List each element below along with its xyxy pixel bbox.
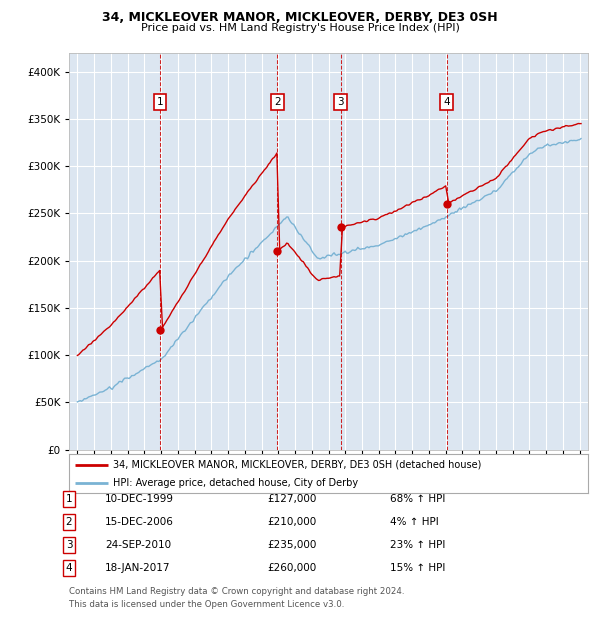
Text: £235,000: £235,000 <box>267 540 316 550</box>
Text: £260,000: £260,000 <box>267 563 316 573</box>
Text: 3: 3 <box>65 540 73 550</box>
Text: 24-SEP-2010: 24-SEP-2010 <box>105 540 171 550</box>
Text: 34, MICKLEOVER MANOR, MICKLEOVER, DERBY, DE3 0SH: 34, MICKLEOVER MANOR, MICKLEOVER, DERBY,… <box>102 11 498 24</box>
Text: £127,000: £127,000 <box>267 494 316 504</box>
Text: 18-JAN-2017: 18-JAN-2017 <box>105 563 170 573</box>
Text: Price paid vs. HM Land Registry's House Price Index (HPI): Price paid vs. HM Land Registry's House … <box>140 23 460 33</box>
Text: 4: 4 <box>65 563 73 573</box>
Text: 1: 1 <box>157 97 163 107</box>
Text: 68% ↑ HPI: 68% ↑ HPI <box>390 494 445 504</box>
Text: 15-DEC-2006: 15-DEC-2006 <box>105 517 174 527</box>
Text: 1: 1 <box>65 494 73 504</box>
Text: 3: 3 <box>337 97 344 107</box>
Text: 4: 4 <box>443 97 450 107</box>
Text: Contains HM Land Registry data © Crown copyright and database right 2024.: Contains HM Land Registry data © Crown c… <box>69 587 404 596</box>
Text: 2: 2 <box>274 97 281 107</box>
Text: 10-DEC-1999: 10-DEC-1999 <box>105 494 174 504</box>
Text: 15% ↑ HPI: 15% ↑ HPI <box>390 563 445 573</box>
Text: 4% ↑ HPI: 4% ↑ HPI <box>390 517 439 527</box>
Text: £210,000: £210,000 <box>267 517 316 527</box>
Text: 23% ↑ HPI: 23% ↑ HPI <box>390 540 445 550</box>
Text: HPI: Average price, detached house, City of Derby: HPI: Average price, detached house, City… <box>113 478 358 489</box>
Text: 2: 2 <box>65 517 73 527</box>
Text: This data is licensed under the Open Government Licence v3.0.: This data is licensed under the Open Gov… <box>69 600 344 609</box>
Text: 34, MICKLEOVER MANOR, MICKLEOVER, DERBY, DE3 0SH (detached house): 34, MICKLEOVER MANOR, MICKLEOVER, DERBY,… <box>113 460 481 470</box>
